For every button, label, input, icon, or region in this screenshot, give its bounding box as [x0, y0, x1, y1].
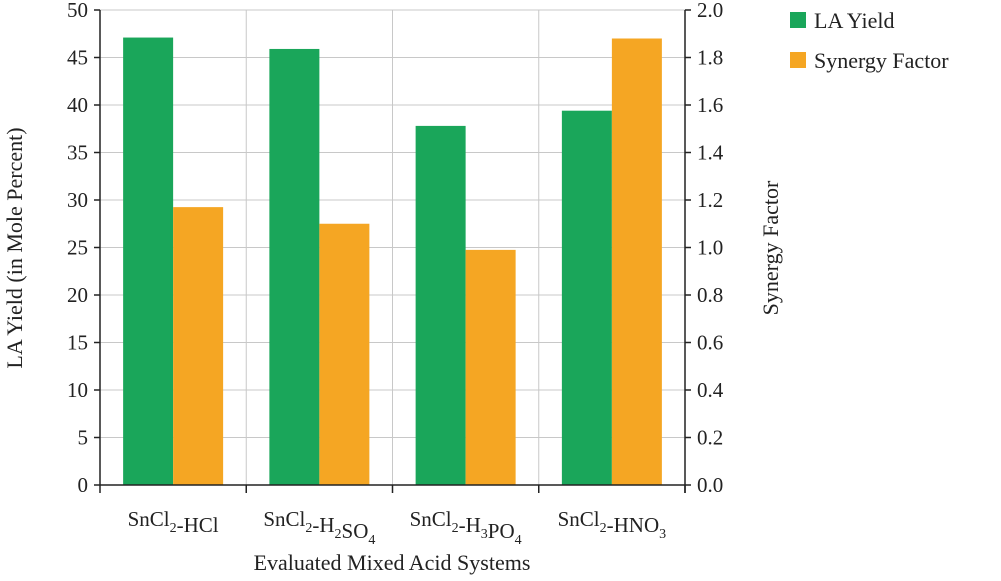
right-axis-ticks: 0.0 0.2 0.4 0.6 0.8 1.0 1.2 1.4 1.6 1.8 2.0: [685, 0, 724, 497]
left-tick-label: 40: [67, 93, 88, 117]
left-tick-label: 30: [67, 188, 88, 212]
x-tick-label-subscript: 2: [600, 521, 607, 536]
right-tick-label: 0.0: [697, 473, 723, 497]
right-tick-label: 0.8: [697, 283, 723, 307]
right-tick-label: 1.8: [697, 46, 723, 70]
x-tick-label-subscript: 4: [515, 533, 522, 548]
bar-synergy-factor: [173, 207, 224, 485]
bar-synergy-factor: [611, 38, 662, 485]
left-tick-label: 10: [67, 378, 88, 402]
left-tick-label: 35: [67, 141, 88, 165]
x-tick-label-part: SnCl: [558, 507, 600, 531]
x-tick-label: SnCl2-H2SO4: [263, 507, 375, 548]
x-tick-label-subscript: 3: [659, 527, 666, 542]
x-tick-label-part: -H: [459, 513, 481, 537]
x-tick-label-part: PO: [488, 519, 515, 543]
x-tick-label-part: SnCl: [410, 507, 452, 531]
bar-synergy-factor: [465, 249, 516, 485]
x-tick-label-subscript: 4: [368, 533, 375, 548]
x-tick-label-part: -HCl: [177, 513, 219, 537]
x-tick-label-part: SnCl: [128, 507, 170, 531]
right-tick-label: 1.2: [697, 188, 723, 212]
x-tick-label-part: SO: [342, 519, 369, 543]
right-tick-label: 1.4: [697, 141, 724, 165]
left-tick-label: 15: [67, 331, 88, 355]
legend-label-la-yield: LA Yield: [814, 8, 894, 33]
x-axis-title: Evaluated Mixed Acid Systems: [254, 550, 531, 575]
legend-label-synergy-factor: Synergy Factor: [814, 48, 949, 73]
left-tick-label: 45: [67, 46, 88, 70]
x-tick-label-subscript: 2: [452, 521, 459, 536]
x-tick-label-subscript: 2: [170, 521, 177, 536]
x-tick-label-part: -HNO: [607, 513, 660, 537]
bar-la-yield: [415, 125, 466, 486]
right-tick-label: 0.2: [697, 426, 723, 450]
bar-la-yield: [269, 48, 320, 485]
left-axis-ticks: 0 5 10 15 20 25 30 35 40 45 50: [67, 0, 100, 497]
bars: [123, 37, 662, 486]
right-tick-label: 0.6: [697, 331, 723, 355]
x-tick-label: SnCl2-H3PO4: [410, 507, 522, 548]
right-tick-label: 2.0: [697, 0, 723, 22]
left-tick-label: 25: [67, 236, 88, 260]
x-axis-ticks: SnCl2-HCl SnCl2-H2SO4SnCl2-H3PO4SnCl2-HNO…: [99, 485, 686, 548]
left-tick-label: 20: [67, 283, 88, 307]
x-tick-label-subscript: 2: [335, 527, 342, 542]
x-tick-label-part: -H: [312, 513, 334, 537]
legend: LA Yield Synergy Factor: [790, 8, 949, 73]
x-tick-label: SnCl2-HCl: [128, 507, 219, 537]
left-tick-label: 50: [67, 0, 88, 22]
left-axis-title: LA Yield (in Mole Percent): [2, 127, 27, 368]
legend-swatch-la-yield: [790, 12, 806, 28]
bar-la-yield: [561, 110, 612, 485]
x-tick-label-part: SnCl: [263, 507, 305, 531]
legend-swatch-synergy-factor: [790, 52, 806, 68]
right-tick-label: 0.4: [697, 378, 724, 402]
left-tick-label: 0: [78, 473, 89, 497]
x-tick-label: SnCl2-HNO3: [558, 507, 667, 542]
bar-synergy-factor: [319, 223, 370, 485]
right-tick-label: 1.6: [697, 93, 723, 117]
right-tick-label: 1.0: [697, 236, 723, 260]
left-tick-label: 5: [78, 426, 89, 450]
x-tick-label-subscript: 3: [481, 527, 488, 542]
bar-la-yield: [123, 37, 174, 486]
right-axis-title: Synergy Factor: [758, 180, 783, 315]
x-tick-label-subscript: 2: [305, 521, 312, 536]
